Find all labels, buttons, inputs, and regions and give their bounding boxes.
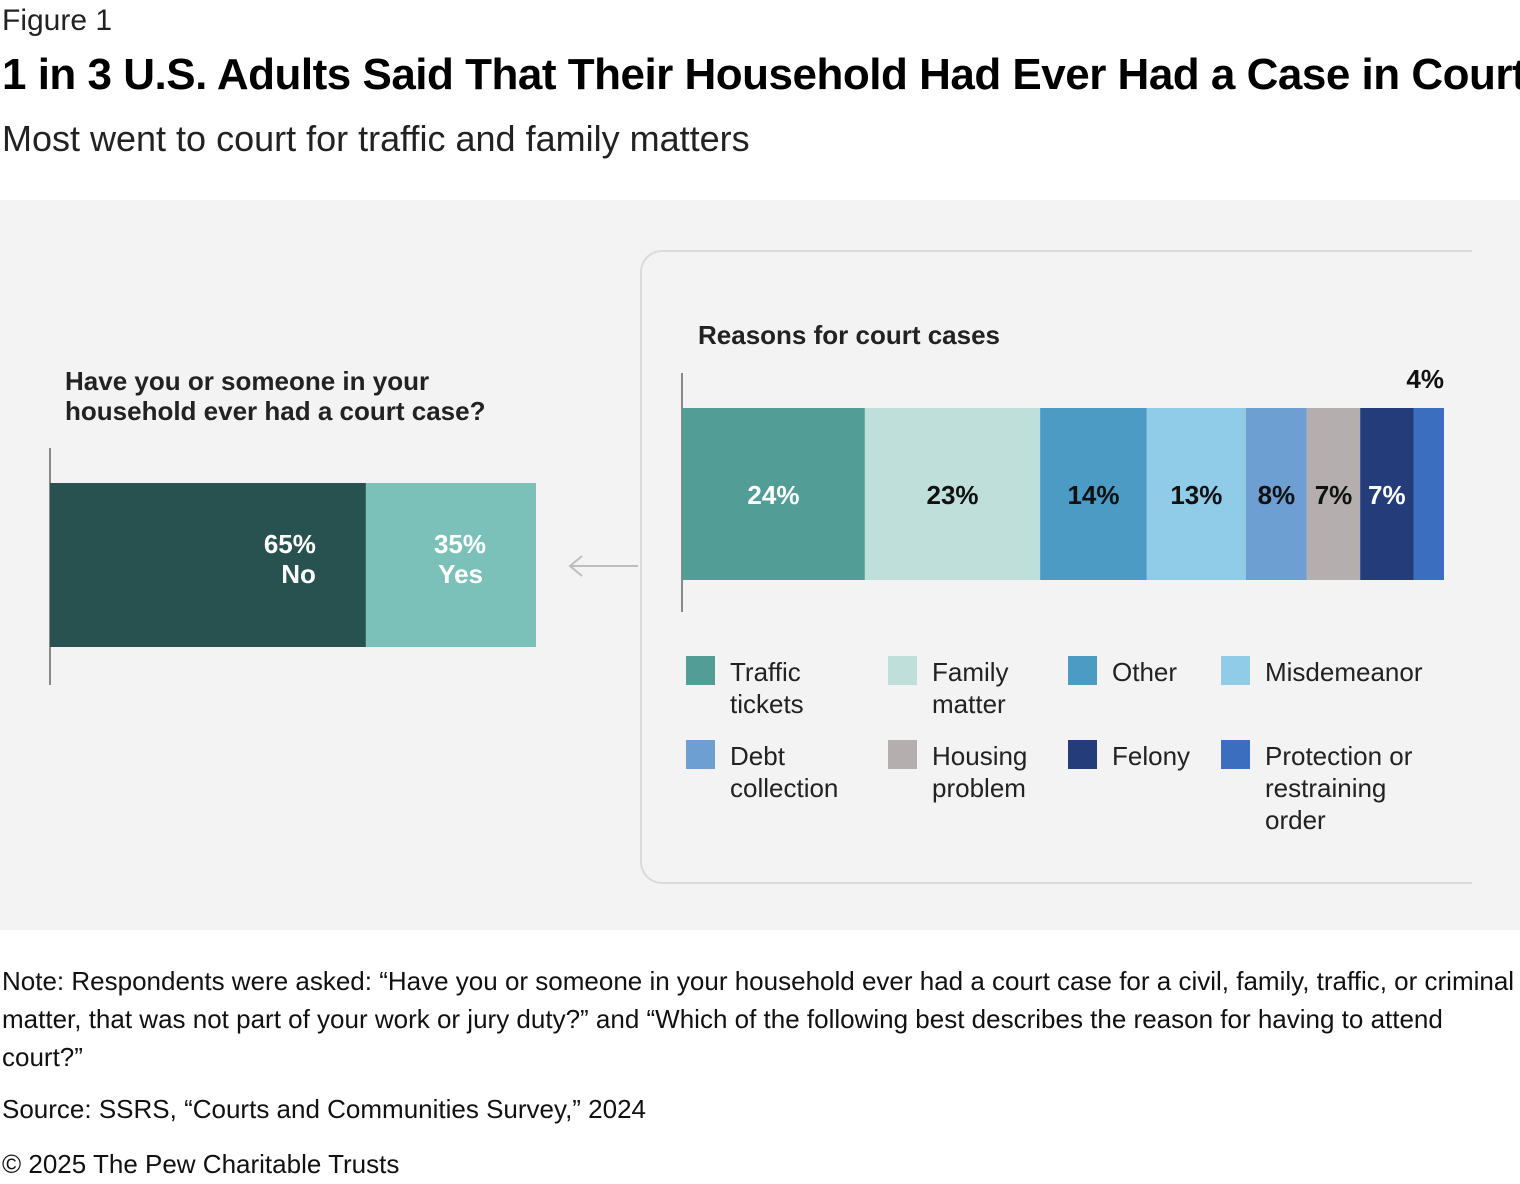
legend-item-housing-problem: Housing problem — [888, 740, 1122, 804]
copyright-text: © 2025 The Pew Charitable Trusts — [2, 1149, 400, 1179]
reasons-title: Reasons for court cases — [698, 320, 1001, 350]
chart-panel: Have you or someone in your household ev… — [0, 200, 1520, 930]
household-question-line-2: household ever had a court case? — [65, 396, 486, 426]
legend-swatch — [888, 740, 917, 769]
legend-label-line: Traffic — [730, 657, 801, 687]
legend-label: Debt collection — [730, 740, 920, 804]
legend-label: Other — [1112, 656, 1302, 688]
legend-label: Traffic tickets — [730, 656, 920, 720]
legend-label-line: Debt — [730, 741, 785, 771]
legend-item-misdemeanor: Misdemeanor — [1221, 656, 1455, 688]
reasons-bar-misdemeanor — [1146, 408, 1246, 580]
reasons-bar-debt-collection — [1245, 408, 1307, 580]
legend-label-line: Misdemeanor — [1265, 657, 1423, 687]
legend-label-line: Other — [1112, 657, 1178, 687]
legend-item-protection-or-restraining-order: Protection or restraining order — [1221, 740, 1455, 836]
legend-item-debt-collection: Debt collection — [686, 740, 920, 804]
reasons-bar-protection-or-restraining-order — [1413, 408, 1444, 580]
reasons-bar-housing-problem — [1306, 408, 1361, 580]
legend-label-line: restraining — [1265, 773, 1387, 803]
reasons-bar-other — [1040, 408, 1147, 580]
legend-label-line: problem — [932, 773, 1026, 803]
legend-label-line: order — [1265, 805, 1326, 835]
legend-label-line: tickets — [730, 689, 804, 719]
reasons-value-label-housing-problem: 7% — [1315, 480, 1353, 510]
reasons-value-label-debt-collection: 8% — [1258, 480, 1296, 510]
legend-label: Misdemeanor — [1265, 656, 1455, 688]
stacked-bar-charts: 65%No 35%Yes 24% 23% 14% 13% 8% 7% 7% 4% — [49, 364, 1444, 685]
legend-label: Family matter — [932, 656, 1122, 720]
reasons-value-label-other: 14% — [1067, 480, 1119, 510]
reasons-legend: Traffic tickets Family matter Other Misdemean… — [686, 656, 1466, 856]
source-text: Source: SSRS, “Courts and Communities Su… — [2, 1094, 647, 1124]
arrow-head — [568, 555, 583, 577]
household-category-label-no: No — [281, 559, 316, 589]
legend-label-line: Protection or — [1265, 741, 1413, 771]
household-question-title: Have you or someone in your household ev… — [65, 366, 485, 426]
legend-label: Protection or restraining order — [1265, 740, 1455, 836]
legend-swatch — [686, 656, 715, 685]
reasons-value-label-family-matter: 23% — [926, 480, 978, 510]
figure-label: Figure 1 — [2, 4, 113, 37]
reasons-box — [640, 250, 1472, 884]
legend-label-line: matter — [932, 689, 1006, 719]
legend-swatch — [1221, 740, 1250, 769]
reasons-value-label-misdemeanor: 13% — [1170, 480, 1222, 510]
legend-item-family-matter: Family matter — [888, 656, 1122, 720]
legend-label-line: Felony — [1112, 741, 1191, 771]
legend-label-line: Family — [932, 657, 1009, 687]
household-category-label-yes: Yes — [438, 559, 483, 589]
legend-item-other: Other — [1068, 656, 1302, 688]
household-value-label-no: 65% — [264, 529, 316, 559]
legend-label-line: Housing — [932, 741, 1028, 771]
reasons-bar-felony — [1360, 408, 1414, 580]
reasons-bar-family-matter — [864, 408, 1041, 580]
legend-swatch — [1221, 656, 1250, 685]
reasons-bar-traffic-tickets — [682, 408, 865, 580]
chart-subtitle: Most went to court for traffic and famil… — [2, 118, 750, 159]
legend-swatch — [1068, 740, 1097, 769]
household-bar-yes — [365, 483, 536, 647]
household-value-label-yes: 35% — [434, 529, 486, 559]
legend-label-line: collection — [730, 773, 839, 803]
household-question-line-1: Have you or someone in your — [65, 366, 430, 396]
legend-swatch — [686, 740, 715, 769]
note-text: Note: Respondents were asked: “Have you … — [2, 966, 1515, 1072]
legend-item-traffic-tickets: Traffic tickets — [686, 656, 920, 720]
legend-label: Housing problem — [932, 740, 1122, 804]
reasons-value-label-protection-or-restraining-order: 4% — [1406, 364, 1444, 394]
legend-label: Felony — [1112, 740, 1302, 772]
reasons-value-label-traffic-tickets: 24% — [747, 480, 799, 510]
legend-item-felony: Felony — [1068, 740, 1302, 772]
reasons-value-label-felony: 7% — [1368, 480, 1406, 510]
household-bar-no — [50, 483, 366, 647]
chart-title: 1 in 3 U.S. Adults Said That Their House… — [2, 50, 1520, 99]
legend-swatch — [888, 656, 917, 685]
legend-swatch — [1068, 656, 1097, 685]
